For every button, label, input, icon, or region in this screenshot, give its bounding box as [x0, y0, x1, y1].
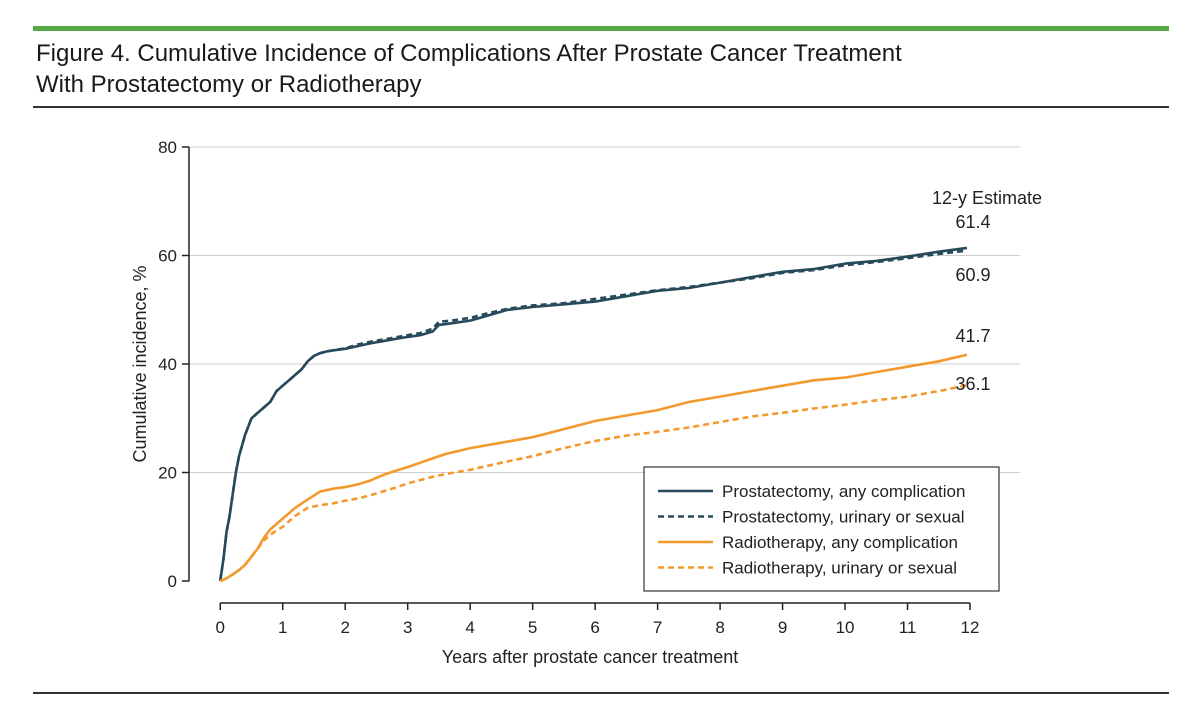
y-tick-label: 20: [158, 464, 177, 483]
x-tick-label: 3: [403, 618, 412, 637]
bottom-rule: [33, 692, 1169, 694]
estimate-value-3: 41.7: [955, 326, 990, 346]
figure-title: Figure 4. Cumulative Incidence of Compli…: [36, 38, 1136, 100]
x-tick-label: 8: [715, 618, 724, 637]
x-tick-label: 11: [899, 618, 917, 637]
legend-label-4: Radiotherapy, urinary or sexual: [722, 559, 957, 578]
legend-label-3: Radiotherapy, any complication: [722, 533, 958, 552]
y-tick-label: 40: [158, 355, 177, 374]
series-line-4: [219, 383, 968, 583]
x-tick-label: 6: [590, 618, 599, 637]
x-tick-label: 12: [961, 618, 980, 637]
x-tick-label: 1: [278, 618, 287, 637]
y-axis-title: Cumulative incidence, %: [130, 265, 150, 462]
estimate-value-2: 60.9: [955, 265, 990, 285]
y-tick-label: 0: [168, 572, 177, 591]
legend-label-1: Prostatectomy, any complication: [722, 482, 965, 501]
legend: Prostatectomy, any complication Prostatec…: [643, 466, 1000, 592]
series-line-2: [218, 249, 968, 582]
x-tick-label: 7: [653, 618, 662, 637]
grid-layer: [189, 146, 1020, 473]
x-axis-title: Years after prostate cancer treatment: [442, 647, 739, 667]
x-tick-label: 5: [528, 618, 537, 637]
estimate-header: 12-y Estimate: [932, 188, 1042, 208]
top-accent-rule: [33, 26, 1169, 31]
legend-box: [643, 466, 1000, 592]
y-tick-label: 60: [158, 247, 177, 266]
estimate-value-4: 36.1: [955, 374, 990, 394]
figure-title-line-1: Figure 4. Cumulative Incidence of Compli…: [36, 40, 902, 67]
estimate-value-1: 61.4: [955, 212, 990, 232]
x-tick-label: 4: [465, 618, 474, 637]
x-tick-label: 2: [340, 618, 349, 637]
estimate-layer: 12-y Estimate 61.4 60.9 41.7 36.1: [932, 188, 1042, 394]
series-line-3: [219, 353, 968, 583]
y-tick-label: 80: [158, 138, 177, 157]
title-divider: [33, 106, 1169, 108]
series-layer: [218, 246, 968, 583]
x-tick-label: 0: [216, 618, 225, 637]
legend-label-2: Prostatectomy, urinary or sexual: [722, 508, 965, 527]
x-tick-label: 10: [836, 618, 855, 637]
figure-title-line-2: With Prostatectomy or Radiotherapy: [36, 71, 422, 98]
x-tick-label: 9: [778, 618, 787, 637]
